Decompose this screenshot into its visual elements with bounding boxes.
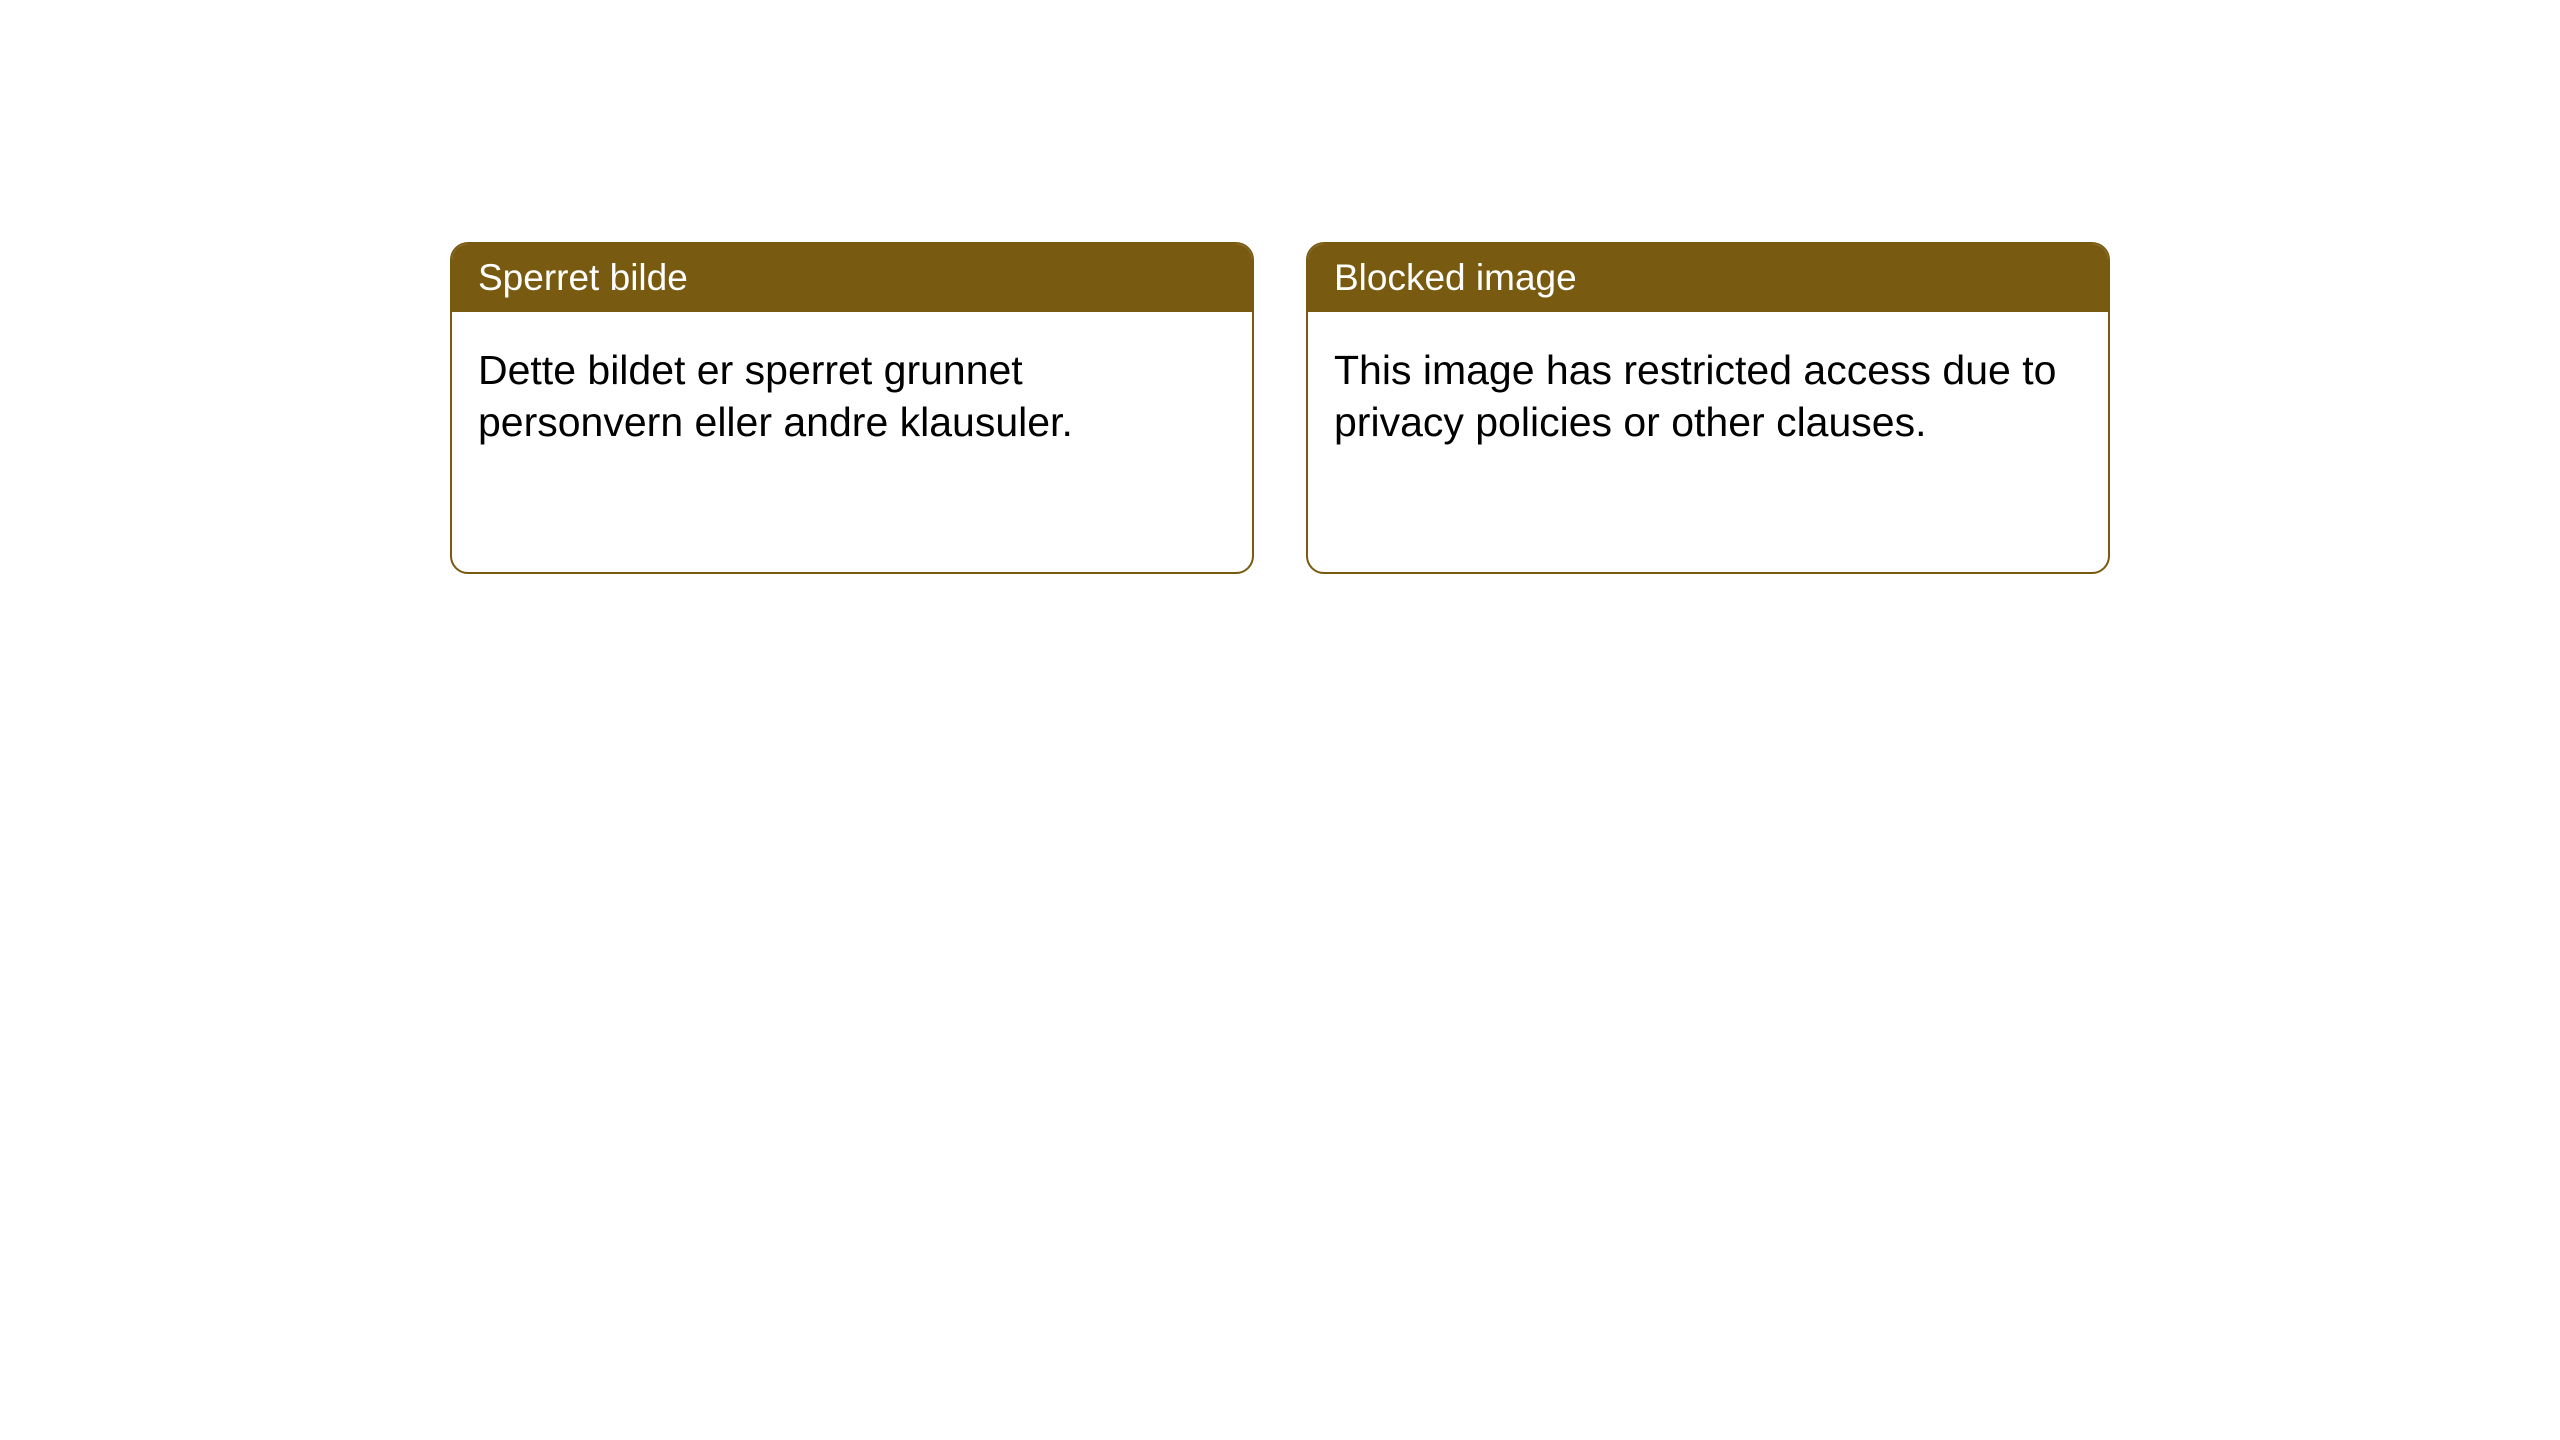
notice-text: This image has restricted access due to … <box>1334 347 2056 445</box>
notice-body: Dette bildet er sperret grunnet personve… <box>452 312 1252 480</box>
notice-card-english: Blocked image This image has restricted … <box>1306 242 2110 574</box>
notice-header: Sperret bilde <box>452 244 1252 312</box>
notice-title: Blocked image <box>1334 257 1577 298</box>
notice-card-norwegian: Sperret bilde Dette bildet er sperret gr… <box>450 242 1254 574</box>
notice-header: Blocked image <box>1308 244 2108 312</box>
notice-text: Dette bildet er sperret grunnet personve… <box>478 347 1073 445</box>
notice-body: This image has restricted access due to … <box>1308 312 2108 480</box>
notice-container: Sperret bilde Dette bildet er sperret gr… <box>0 0 2560 574</box>
notice-title: Sperret bilde <box>478 257 688 298</box>
